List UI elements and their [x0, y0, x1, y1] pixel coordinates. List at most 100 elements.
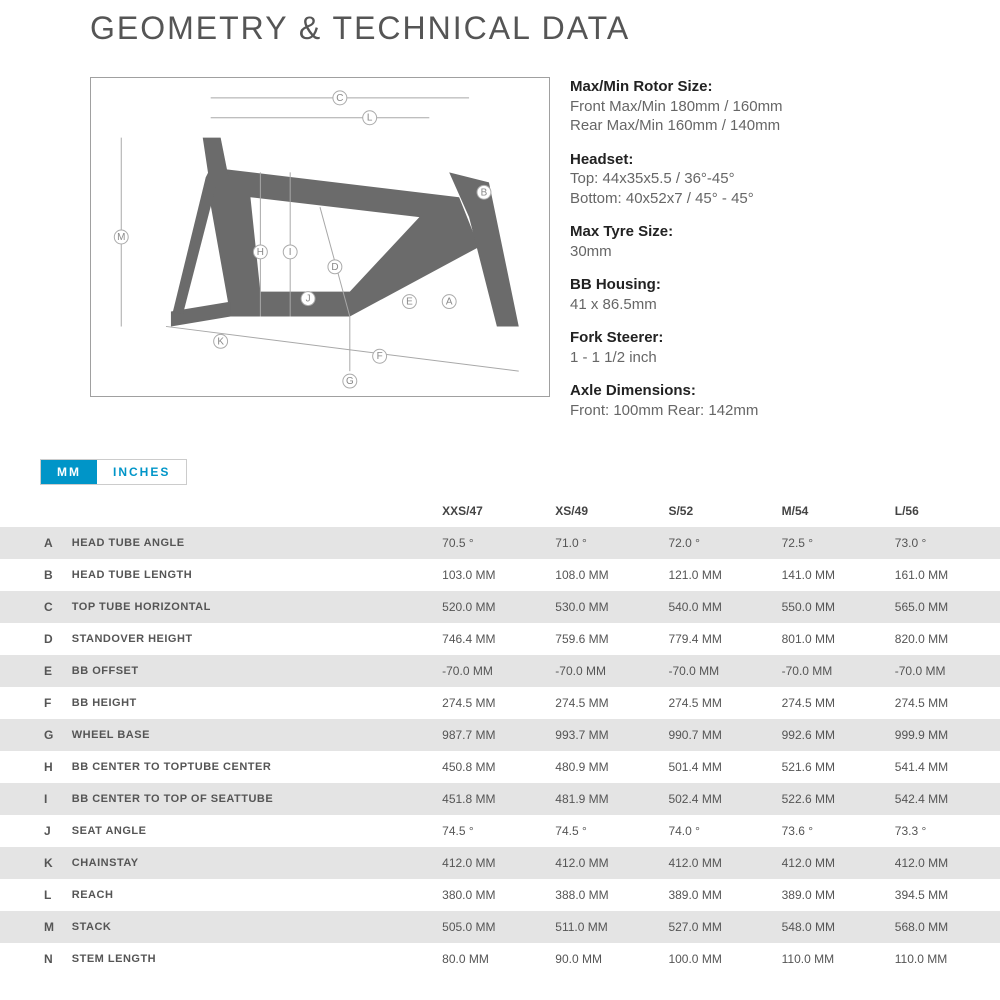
row-value: 72.0 ° [660, 527, 773, 559]
row-value: 999.9 MM [887, 719, 1000, 751]
svg-text:C: C [336, 93, 343, 104]
svg-text:L: L [367, 113, 373, 124]
table-body: AHEAD TUBE ANGLE70.5 °71.0 °72.0 °72.5 °… [0, 527, 1000, 975]
row-label: REACH [64, 879, 434, 911]
row-value: 541.4 MM [887, 751, 1000, 783]
tab-inches[interactable]: INCHES [97, 460, 186, 484]
row-value: 746.4 MM [434, 623, 547, 655]
row-label: WHEEL BASE [64, 719, 434, 751]
row-letter: B [0, 559, 64, 591]
svg-text:F: F [377, 351, 383, 362]
row-value: -70.0 MM [434, 655, 547, 687]
row-value: 80.0 MM [434, 943, 547, 975]
col-xxs: XXS/47 [434, 495, 547, 527]
row-label: BB CENTER TO TOPTUBE CENTER [64, 751, 434, 783]
spec-bb: BB Housing: 41 x 86.5mm [570, 275, 970, 314]
table-row: EBB OFFSET-70.0 MM-70.0 MM-70.0 MM-70.0 … [0, 655, 1000, 687]
row-value: 412.0 MM [887, 847, 1000, 879]
row-value: 389.0 MM [660, 879, 773, 911]
spec-rotor: Max/Min Rotor Size: Front Max/Min 180mm … [570, 77, 970, 136]
upper-section: C L M H I D B A E J K F G Max/Min Roto [0, 77, 1000, 454]
spec-line: Top: 44x35x5.5 / 36°-45° [570, 169, 970, 189]
row-value: 501.4 MM [660, 751, 773, 783]
row-letter: A [0, 527, 64, 559]
svg-text:M: M [117, 232, 125, 243]
spec-line: Front: 100mm Rear: 142mm [570, 401, 970, 421]
table-row: HBB CENTER TO TOPTUBE CENTER450.8 MM480.… [0, 751, 1000, 783]
row-letter: K [0, 847, 64, 879]
row-letter: M [0, 911, 64, 943]
row-value: 121.0 MM [660, 559, 773, 591]
table-row: DSTANDOVER HEIGHT746.4 MM759.6 MM779.4 M… [0, 623, 1000, 655]
row-value: 74.5 ° [547, 815, 660, 847]
row-value: 511.0 MM [547, 911, 660, 943]
spec-axle: Axle Dimensions: Front: 100mm Rear: 142m… [570, 381, 970, 420]
spec-title: Max Tyre Size: [570, 222, 970, 242]
row-value: 100.0 MM [660, 943, 773, 975]
row-letter: D [0, 623, 64, 655]
col-l: L/56 [887, 495, 1000, 527]
spec-line: 30mm [570, 242, 970, 262]
row-value: 820.0 MM [887, 623, 1000, 655]
table-row: IBB CENTER TO TOP OF SEATTUBE451.8 MM481… [0, 783, 1000, 815]
table-row: KCHAINSTAY412.0 MM412.0 MM412.0 MM412.0 … [0, 847, 1000, 879]
page-title: GEOMETRY & TECHNICAL DATA [0, 0, 1000, 77]
row-value: 412.0 MM [547, 847, 660, 879]
row-value: 274.5 MM [434, 687, 547, 719]
row-value: 412.0 MM [434, 847, 547, 879]
row-value: 274.5 MM [660, 687, 773, 719]
spec-line: 41 x 86.5mm [570, 295, 970, 315]
row-value: 74.0 ° [660, 815, 773, 847]
row-value: 451.8 MM [434, 783, 547, 815]
row-label: SEAT ANGLE [64, 815, 434, 847]
svg-text:D: D [331, 262, 338, 273]
row-value: -70.0 MM [774, 655, 887, 687]
row-value: -70.0 MM [887, 655, 1000, 687]
spec-title: Axle Dimensions: [570, 381, 970, 401]
row-letter: N [0, 943, 64, 975]
row-value: 987.7 MM [434, 719, 547, 751]
row-label: STEM LENGTH [64, 943, 434, 975]
row-value: 542.4 MM [887, 783, 1000, 815]
row-letter: E [0, 655, 64, 687]
table-row: CTOP TUBE HORIZONTAL520.0 MM530.0 MM540.… [0, 591, 1000, 623]
row-value: 450.8 MM [434, 751, 547, 783]
row-value: 90.0 MM [547, 943, 660, 975]
row-value: 520.0 MM [434, 591, 547, 623]
row-value: 389.0 MM [774, 879, 887, 911]
col-xs: XS/49 [547, 495, 660, 527]
table-row: NSTEM LENGTH80.0 MM90.0 MM100.0 MM110.0 … [0, 943, 1000, 975]
row-value: 73.0 ° [887, 527, 1000, 559]
svg-text:G: G [346, 376, 354, 387]
row-value: 274.5 MM [887, 687, 1000, 719]
col-m: M/54 [774, 495, 887, 527]
spec-tyre: Max Tyre Size: 30mm [570, 222, 970, 261]
row-letter: I [0, 783, 64, 815]
frame-diagram-svg: C L M H I D B A E J K F G [91, 78, 549, 396]
geometry-table: XXS/47 XS/49 S/52 M/54 L/56 AHEAD TUBE A… [0, 495, 1000, 975]
row-value: 505.0 MM [434, 911, 547, 943]
spec-title: BB Housing: [570, 275, 970, 295]
table-row: AHEAD TUBE ANGLE70.5 °71.0 °72.0 °72.5 °… [0, 527, 1000, 559]
svg-text:H: H [257, 247, 264, 258]
tab-mm[interactable]: MM [41, 460, 97, 484]
row-value: 72.5 ° [774, 527, 887, 559]
table-row: BHEAD TUBE LENGTH103.0 MM108.0 MM121.0 M… [0, 559, 1000, 591]
table-row: LREACH380.0 MM388.0 MM389.0 MM389.0 MM39… [0, 879, 1000, 911]
spec-line: Front Max/Min 180mm / 160mm [570, 97, 970, 117]
specs-list: Max/Min Rotor Size: Front Max/Min 180mm … [570, 77, 970, 434]
row-value: 992.6 MM [774, 719, 887, 751]
row-value: 548.0 MM [774, 911, 887, 943]
row-label: STANDOVER HEIGHT [64, 623, 434, 655]
row-label: HEAD TUBE LENGTH [64, 559, 434, 591]
col-s: S/52 [660, 495, 773, 527]
row-value: -70.0 MM [660, 655, 773, 687]
row-value: 801.0 MM [774, 623, 887, 655]
row-value: 274.5 MM [774, 687, 887, 719]
row-value: 990.7 MM [660, 719, 773, 751]
table-head: XXS/47 XS/49 S/52 M/54 L/56 [0, 495, 1000, 527]
table-row: MSTACK505.0 MM511.0 MM527.0 MM548.0 MM56… [0, 911, 1000, 943]
frame-diagram: C L M H I D B A E J K F G [90, 77, 550, 397]
row-letter: L [0, 879, 64, 911]
row-label: BB CENTER TO TOP OF SEATTUBE [64, 783, 434, 815]
